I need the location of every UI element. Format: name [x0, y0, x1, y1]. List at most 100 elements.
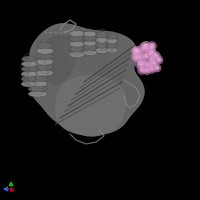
Polygon shape	[65, 36, 110, 70]
Circle shape	[144, 54, 148, 58]
Circle shape	[134, 48, 142, 56]
Circle shape	[141, 61, 147, 67]
Circle shape	[139, 59, 149, 69]
Circle shape	[143, 52, 150, 59]
Ellipse shape	[28, 75, 48, 82]
Ellipse shape	[83, 45, 97, 51]
Circle shape	[136, 49, 141, 54]
Circle shape	[135, 53, 145, 63]
Ellipse shape	[37, 53, 53, 60]
Ellipse shape	[83, 36, 97, 41]
Circle shape	[153, 64, 161, 72]
Ellipse shape	[69, 51, 85, 58]
Ellipse shape	[106, 34, 118, 39]
Ellipse shape	[96, 47, 108, 54]
Ellipse shape	[106, 43, 118, 48]
Ellipse shape	[96, 32, 108, 38]
Circle shape	[149, 57, 155, 63]
Circle shape	[143, 66, 151, 75]
Ellipse shape	[69, 46, 85, 52]
Ellipse shape	[28, 86, 47, 92]
Ellipse shape	[69, 36, 85, 42]
Ellipse shape	[83, 50, 97, 55]
Circle shape	[137, 61, 143, 67]
Circle shape	[147, 55, 157, 65]
Circle shape	[132, 46, 144, 58]
Circle shape	[147, 49, 157, 59]
Circle shape	[153, 53, 159, 59]
Ellipse shape	[22, 56, 37, 62]
Circle shape	[144, 67, 150, 73]
Circle shape	[141, 51, 151, 61]
Circle shape	[148, 48, 152, 52]
Circle shape	[146, 69, 149, 72]
Circle shape	[133, 48, 139, 54]
Circle shape	[150, 58, 154, 62]
Circle shape	[158, 58, 161, 61]
Circle shape	[138, 62, 142, 66]
Circle shape	[154, 65, 160, 71]
Circle shape	[144, 44, 148, 48]
Ellipse shape	[29, 60, 48, 66]
Circle shape	[142, 62, 146, 66]
Circle shape	[156, 57, 162, 63]
Circle shape	[146, 46, 154, 54]
Circle shape	[149, 43, 155, 49]
Ellipse shape	[83, 31, 97, 37]
Circle shape	[145, 45, 155, 55]
Circle shape	[145, 61, 153, 69]
Circle shape	[151, 67, 154, 70]
Circle shape	[147, 63, 151, 67]
Polygon shape	[30, 24, 144, 136]
Circle shape	[150, 44, 154, 48]
Circle shape	[149, 51, 155, 57]
Circle shape	[134, 55, 138, 59]
Circle shape	[141, 41, 151, 51]
Circle shape	[139, 43, 149, 53]
Ellipse shape	[96, 42, 108, 48]
Ellipse shape	[37, 64, 53, 71]
Circle shape	[143, 43, 149, 49]
Ellipse shape	[36, 70, 53, 76]
Ellipse shape	[106, 47, 118, 53]
Circle shape	[148, 65, 156, 73]
Circle shape	[150, 52, 154, 56]
Ellipse shape	[29, 65, 48, 71]
Ellipse shape	[96, 37, 108, 43]
Circle shape	[132, 47, 140, 55]
Circle shape	[140, 44, 148, 52]
Circle shape	[139, 67, 145, 73]
Circle shape	[140, 68, 144, 72]
Circle shape	[138, 66, 146, 74]
Ellipse shape	[28, 91, 47, 97]
Circle shape	[151, 61, 157, 67]
Circle shape	[150, 60, 158, 68]
Ellipse shape	[37, 48, 53, 54]
Ellipse shape	[21, 71, 37, 77]
Circle shape	[152, 62, 156, 66]
Polygon shape	[40, 36, 76, 84]
Circle shape	[149, 66, 155, 72]
Circle shape	[132, 53, 140, 61]
Circle shape	[148, 42, 156, 50]
Circle shape	[154, 54, 158, 58]
Circle shape	[135, 59, 145, 69]
Ellipse shape	[83, 41, 97, 46]
Ellipse shape	[21, 76, 36, 82]
Circle shape	[134, 49, 138, 53]
Circle shape	[133, 54, 139, 60]
Circle shape	[152, 52, 160, 60]
Ellipse shape	[69, 30, 85, 37]
Circle shape	[136, 54, 144, 62]
Ellipse shape	[37, 42, 54, 49]
Circle shape	[142, 46, 146, 50]
Circle shape	[155, 56, 163, 64]
Ellipse shape	[37, 59, 53, 65]
Circle shape	[156, 66, 159, 69]
Circle shape	[146, 62, 152, 68]
Circle shape	[138, 56, 142, 60]
Ellipse shape	[22, 61, 37, 67]
Ellipse shape	[69, 41, 85, 47]
Polygon shape	[56, 76, 126, 135]
Ellipse shape	[21, 66, 37, 72]
